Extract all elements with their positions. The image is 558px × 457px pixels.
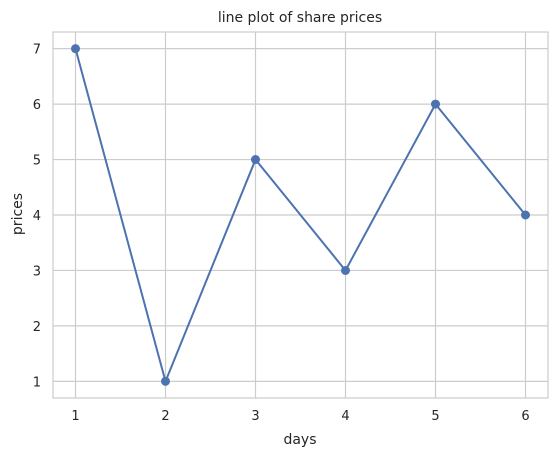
y-tick-label: 2 (33, 320, 41, 335)
series-group (71, 44, 530, 386)
x-axis-label: days (283, 432, 316, 448)
y-axis-label: prices (10, 193, 26, 235)
data-point (251, 155, 260, 165)
data-point (521, 210, 530, 220)
x-tick-label: 3 (251, 409, 259, 424)
y-tick-label: 7 (33, 43, 41, 58)
x-tick-label: 1 (71, 409, 79, 424)
x-tick-label: 4 (341, 409, 349, 424)
x-tick-label: 5 (431, 409, 439, 424)
plot-area-frame (52, 31, 549, 399)
tick-labels: 1 2 3 4 5 6 1 2 3 4 5 6 7 (33, 43, 530, 424)
data-point (341, 265, 350, 275)
chart-title: line plot of share prices (218, 10, 382, 26)
series-line (74, 48, 527, 383)
y-tick-label: 3 (33, 264, 41, 279)
x-tick-label: 6 (521, 409, 529, 424)
x-tick-label: 2 (161, 409, 169, 424)
data-point (161, 376, 170, 386)
y-tick-label: 6 (33, 98, 41, 113)
y-tick-label: 1 (33, 375, 41, 390)
y-tick-label: 5 (33, 154, 41, 169)
data-point (71, 44, 80, 54)
data-point (431, 99, 440, 109)
y-tick-label: 4 (33, 209, 41, 224)
